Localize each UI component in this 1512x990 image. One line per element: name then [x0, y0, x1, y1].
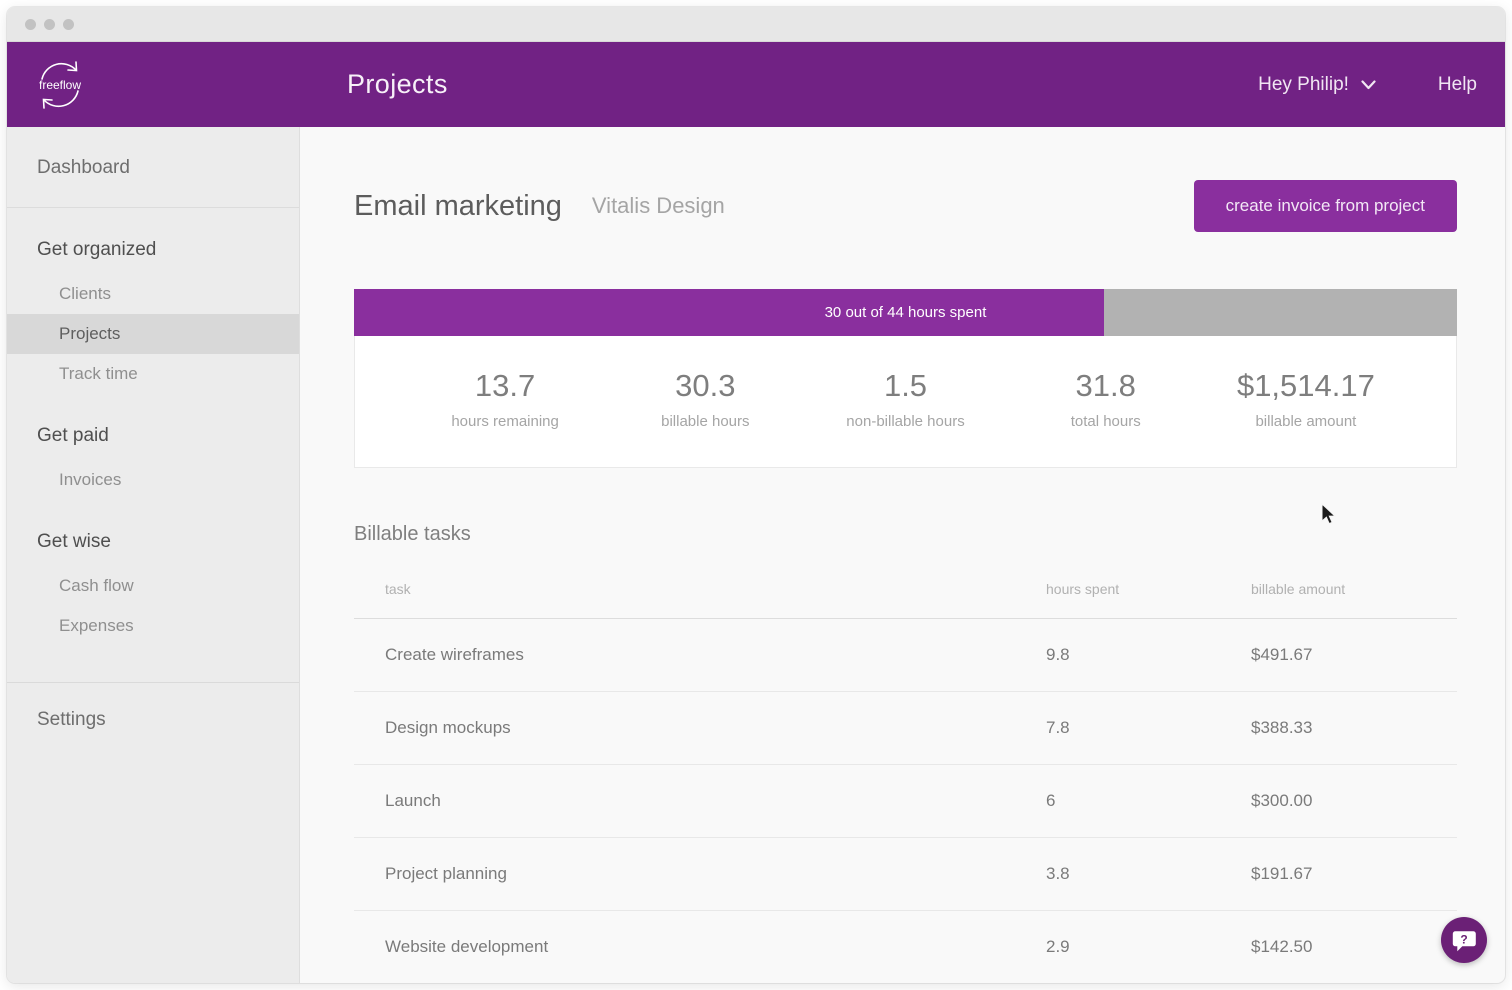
freeflow-logo-cycle-icon: freeflow [39, 60, 81, 109]
column-header-billable-amount: billable amount [1251, 581, 1346, 597]
sidebar-section-get-wise: Get wise Cash flow Expenses [7, 531, 299, 646]
window-body: Dashboard Get organized Clients Projects… [7, 127, 1505, 983]
sidebar: Dashboard Get organized Clients Projects… [7, 127, 300, 983]
app-window: freeflow Projects Hey Philip! Help Dashb… [7, 7, 1505, 983]
header-actions: Hey Philip! Help [1258, 74, 1505, 96]
page-title: Projects [347, 69, 448, 99]
sidebar-item-dashboard[interactable]: Dashboard [7, 127, 299, 208]
task-amount: $388.33 [1251, 718, 1313, 737]
task-hours: 3.8 [1046, 864, 1070, 883]
window-close-dot[interactable] [25, 18, 36, 30]
table-header-row: task hours spent billable amount [354, 581, 1457, 619]
task-amount: $491.67 [1251, 645, 1313, 664]
stat-hours-remaining: 13.7 hours remaining [405, 368, 605, 430]
table-row[interactable]: Project planning 3.8 $191.67 [354, 838, 1457, 911]
stat-total-hours: 31.8 total hours [1006, 368, 1206, 430]
create-invoice-button[interactable]: create invoice from project [1193, 180, 1457, 232]
stat-value: 13.7 [474, 368, 536, 403]
stat-label: hours remaining [451, 413, 559, 430]
table-row[interactable]: Create wireframes 9.8 $491.67 [354, 619, 1457, 692]
task-hours: 2.9 [1046, 937, 1070, 956]
svg-text:?: ? [1460, 932, 1467, 946]
hours-progress-label: 30 out of 44 hours spent [824, 304, 987, 321]
billable-tasks-title: Billable tasks [354, 523, 471, 545]
task-hours: 9.8 [1046, 645, 1070, 664]
sidebar-section-label: Get paid [37, 425, 109, 446]
sidebar-section-get-organized: Get organized Clients Projects Track tim… [7, 239, 299, 394]
project-name: Email marketing [354, 189, 562, 222]
stat-label: billable amount [1255, 413, 1357, 430]
app-header: freeflow Projects Hey Philip! Help [7, 42, 1505, 127]
task-name: Create wireframes [385, 645, 524, 664]
sidebar-item-settings[interactable]: Settings [37, 709, 106, 730]
stat-label: non-billable hours [846, 413, 965, 430]
stat-non-billable-hours: 1.5 non-billable hours [805, 368, 1005, 430]
sidebar-divider [7, 682, 299, 683]
task-amount: $300.00 [1251, 791, 1313, 810]
chevron-down-icon [1361, 79, 1376, 89]
sidebar-section-label: Get wise [37, 531, 111, 552]
task-amount: $191.67 [1251, 864, 1313, 883]
sidebar-item-projects[interactable]: Projects [7, 314, 299, 354]
sidebar-item-expenses[interactable]: Expenses [59, 616, 134, 635]
task-name: Launch [385, 791, 441, 810]
user-greeting: Hey Philip! [1258, 73, 1349, 95]
task-name: Design mockups [385, 718, 511, 737]
hours-progress-bar: 30 out of 44 hours spent [354, 289, 1457, 336]
hours-progress-fill [354, 289, 1105, 336]
project-title-row: Email marketing Vitalis Design create in… [354, 180, 1457, 232]
question-chat-icon: ? [1452, 930, 1476, 951]
stat-value: 30.3 [675, 368, 736, 403]
window-minimize-dot[interactable] [44, 18, 55, 30]
stat-billable-amount: $1,514.17 billable amount [1206, 368, 1406, 430]
project-stats-panel: 13.7 hours remaining 30.3 billable hours… [354, 336, 1457, 468]
logo-text: freeflow [39, 78, 81, 92]
table-row[interactable]: Launch 6 $300.00 [354, 765, 1457, 838]
help-link[interactable]: Help [1437, 73, 1477, 95]
client-name: Vitalis Design [591, 193, 725, 218]
billable-tasks-table: task hours spent billable amount Create … [354, 581, 1457, 983]
task-hours: 7.8 [1046, 718, 1070, 737]
sidebar-section-label: Get organized [37, 239, 157, 260]
stat-value: $1,514.17 [1236, 368, 1375, 403]
help-chat-button[interactable]: ? [1441, 917, 1487, 963]
window-titlebar [7, 7, 1505, 42]
user-menu[interactable]: Hey Philip! [1258, 74, 1376, 96]
stat-label: total hours [1070, 413, 1141, 430]
stat-label: billable hours [661, 413, 750, 430]
table-row[interactable]: Design mockups 7.8 $388.33 [354, 692, 1457, 765]
stat-billable-hours: 30.3 billable hours [605, 368, 805, 430]
column-header-task: task [385, 581, 411, 597]
task-amount: $142.50 [1251, 937, 1313, 956]
sidebar-item-invoices[interactable]: Invoices [59, 470, 122, 489]
stat-value: 31.8 [1075, 368, 1136, 403]
task-hours: 6 [1046, 791, 1056, 810]
table-row[interactable]: Website development 2.9 $142.50 [354, 911, 1457, 983]
task-name: Website development [385, 937, 549, 956]
sidebar-item-track-time[interactable]: Track time [59, 364, 138, 383]
sidebar-item-cash-flow[interactable]: Cash flow [59, 576, 134, 595]
stat-value: 1.5 [883, 368, 928, 403]
main-content: Email marketing Vitalis Design create in… [300, 127, 1505, 983]
column-header-hours-spent: hours spent [1046, 581, 1120, 597]
sidebar-item-clients[interactable]: Clients [59, 284, 111, 303]
task-name: Project planning [385, 864, 507, 883]
sidebar-section-get-paid: Get paid Invoices [7, 425, 299, 500]
window-zoom-dot[interactable] [63, 18, 74, 30]
